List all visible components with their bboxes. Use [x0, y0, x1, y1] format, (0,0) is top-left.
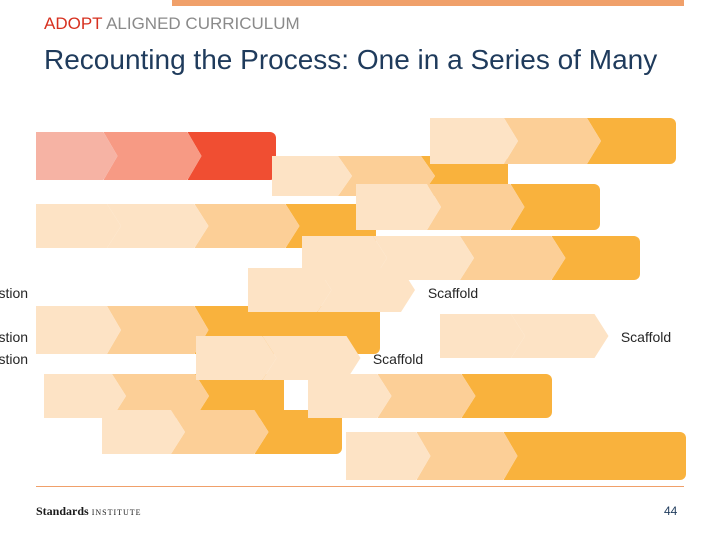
scaffold-segment	[511, 314, 609, 358]
question-label: Question	[0, 351, 29, 367]
scaffold-segment	[102, 410, 185, 454]
question-label: Question	[0, 285, 29, 301]
question-label: Question	[0, 329, 29, 345]
scaffold-segment	[427, 184, 525, 230]
scaffold-segment	[107, 306, 209, 354]
scaffold-segment	[417, 432, 518, 480]
process-chain	[36, 204, 376, 248]
process-chain	[36, 306, 380, 354]
question-segment	[503, 432, 686, 480]
page-number: 44	[664, 504, 678, 518]
scaffold-segment	[460, 236, 566, 280]
scaffold-segment	[171, 410, 269, 454]
process-chain	[102, 410, 342, 454]
slide-title: Recounting the Process: One in a Series …	[44, 44, 658, 75]
scaffold-label: Scaffold	[427, 285, 479, 301]
scaffold-segment	[195, 204, 300, 248]
eyebrow-adopt: ADOPT	[44, 14, 103, 33]
process-chain	[36, 132, 276, 180]
scaffold-segment	[308, 374, 392, 418]
question-segment	[187, 132, 276, 180]
scaffold-segment	[346, 432, 431, 480]
standards-institute-logo: Standards INSTITUTE	[36, 504, 142, 518]
question-segment	[461, 374, 552, 418]
section-eyebrow: ADOPT ALIGNED CURRICULUM	[44, 14, 300, 34]
scaffold-segment	[196, 336, 277, 380]
process-chain	[302, 236, 640, 280]
process-chain	[308, 374, 552, 418]
scaffold-segment	[378, 374, 476, 418]
scaffold-segment	[430, 118, 518, 164]
question-segment	[510, 184, 600, 230]
process-chain	[196, 336, 436, 380]
scaffold-segment	[248, 268, 332, 312]
scaffold-segment	[36, 132, 118, 180]
top-accent-bar	[172, 0, 684, 6]
scaffold-segment	[36, 204, 121, 248]
scaffold-segment	[440, 314, 525, 358]
scaffold-segment	[263, 336, 361, 380]
scaffold-segment	[356, 184, 441, 230]
scaffold-segment	[272, 156, 352, 196]
scaffold-segment	[104, 132, 202, 180]
question-segment	[551, 236, 640, 280]
process-chain	[440, 314, 688, 358]
scaffold-segment	[107, 204, 209, 248]
eyebrow-aligned-curriculum: ALIGNED CURRICULUM	[106, 14, 300, 33]
scaffold-segment	[36, 306, 121, 354]
question-segment	[587, 118, 676, 164]
scaffold-label: Scaffold	[620, 329, 672, 345]
scaffold-label: Scaffold	[372, 351, 424, 367]
process-chain	[356, 184, 600, 230]
process-chain	[346, 432, 686, 480]
footer-rule	[36, 486, 684, 487]
scaffold-segment	[504, 118, 601, 164]
process-chain	[430, 118, 676, 164]
